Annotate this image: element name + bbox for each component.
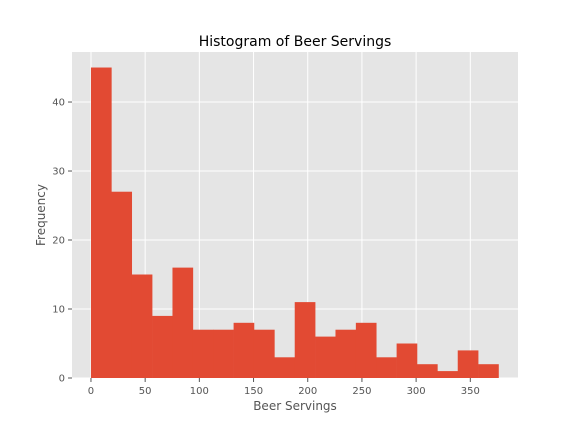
x-tick-label: 300: [407, 386, 426, 397]
histogram-bar: [111, 191, 133, 378]
histogram-bar: [253, 329, 275, 378]
y-axis-ticks: 0 10 20 30 40: [52, 98, 72, 385]
x-axis-label: Beer Servings: [253, 399, 337, 413]
histogram-bar: [152, 315, 173, 378]
histogram-bars: [90, 67, 499, 379]
x-tick-label: 100: [190, 386, 209, 397]
y-tick-label: 30: [52, 167, 65, 178]
histogram-bar: [90, 67, 112, 379]
x-tick-label: 350: [461, 386, 480, 397]
y-tick-label: 0: [59, 374, 65, 385]
histogram-bar: [233, 322, 255, 378]
histogram-bar: [274, 357, 296, 378]
y-axis-label: Frequency: [34, 184, 48, 246]
histogram-bar: [335, 329, 357, 378]
y-tick-label: 10: [52, 305, 65, 316]
y-tick-label: 40: [52, 98, 65, 109]
histogram-bar: [213, 329, 234, 378]
x-tick-label: 0: [88, 386, 94, 397]
histogram-bar: [315, 336, 336, 378]
histogram-bar: [172, 267, 194, 378]
histogram-bar: [376, 357, 397, 378]
histogram-bar: [478, 364, 499, 378]
histogram-bar: [355, 322, 377, 378]
x-axis-ticks: 0 50 100 150 200 250 300 350: [88, 378, 480, 397]
histogram-bar: [192, 329, 214, 378]
y-tick-label: 20: [52, 236, 65, 247]
histogram-bar: [416, 364, 438, 378]
x-tick-label: 250: [352, 386, 371, 397]
x-tick-label: 200: [298, 386, 317, 397]
histogram-bar: [437, 371, 459, 378]
histogram-bar: [396, 343, 418, 378]
histogram-bar: [457, 350, 479, 378]
chart-title: Histogram of Beer Servings: [199, 34, 392, 50]
x-tick-label: 50: [139, 386, 152, 397]
histogram-bar: [131, 274, 153, 378]
x-tick-label: 150: [244, 386, 263, 397]
histogram-bar: [294, 302, 316, 378]
